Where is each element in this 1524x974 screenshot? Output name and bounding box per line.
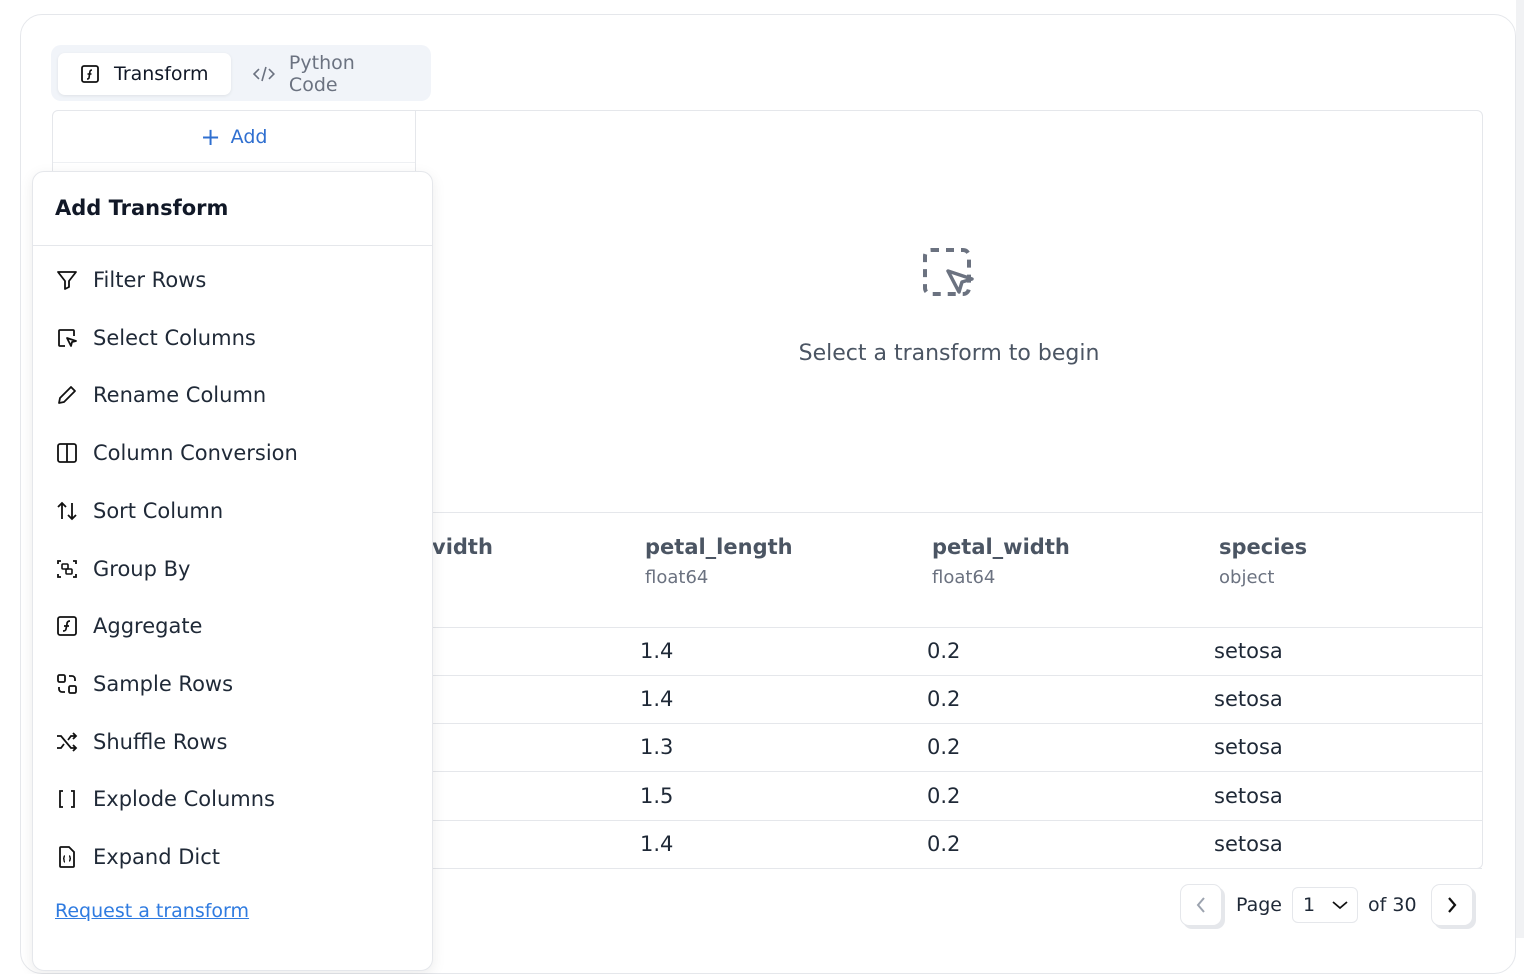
table-cell: 1.4 (640, 639, 674, 663)
menu-item-expand-dict[interactable]: Expand Dict (55, 845, 220, 869)
function-icon (81, 65, 99, 83)
page-label: Page (1236, 894, 1282, 916)
table-cell: setosa (1214, 639, 1283, 663)
table-cell: 0.2 (927, 687, 961, 712)
column-header[interactable]: species object (1219, 535, 1307, 588)
column-type: object (1219, 567, 1275, 588)
column-header[interactable]: petal_width float64 (932, 535, 1070, 588)
add-transform-dropdown: Add Transform Filter Rows Select Columns R… (32, 171, 433, 971)
table-cell: setosa (1214, 783, 1283, 808)
table-cell: 1.3 (640, 735, 674, 760)
menu-item-label: Expand Dict (93, 845, 220, 869)
table-cell: setosa (1214, 831, 1283, 856)
menu-item-shuffle-rows[interactable]: Shuffle Rows (55, 730, 227, 754)
transform-frame: + Add Select a transform to begin vidth … (52, 110, 1483, 869)
tab-bar: Transform Python Code (51, 45, 431, 101)
table-cell: 0.2 (927, 735, 961, 760)
chevron-left-icon (1196, 897, 1205, 913)
menu-item-rename-column[interactable]: Rename Column (55, 383, 266, 407)
column-name: species (1219, 535, 1308, 559)
column-header[interactable]: petal_length float64 (645, 535, 793, 588)
table-cell: 0.2 (927, 639, 961, 663)
empty-state-text: Select a transform to begin (798, 341, 1100, 366)
table-row[interactable]: 1.5 0.2 setosa (416, 773, 1482, 821)
scrollbar[interactable] (1516, 0, 1524, 938)
empty-state: Select a transform to begin (416, 111, 1482, 513)
shuffle-icon (57, 731, 78, 752)
add-label: Add (230, 125, 268, 148)
pencil-icon (58, 386, 76, 405)
sample-icon (57, 673, 77, 694)
table-cell: 1.4 (640, 831, 674, 856)
menu-item-label: Column Conversion (93, 441, 298, 466)
sort-icon (57, 501, 77, 521)
file-braces-icon (59, 846, 75, 868)
brackets-icon (59, 790, 75, 809)
table-cell: 0.2 (927, 831, 961, 856)
menu-item-label: Filter Rows (93, 268, 207, 292)
column-name: petal_width (932, 535, 1070, 559)
column-name: vidth (432, 535, 493, 559)
tab-python-code[interactable]: Python Code (231, 52, 431, 96)
chevron-down-icon (1332, 901, 1348, 910)
columns-icon (57, 443, 77, 463)
pagination: Page 1 of 30 (1180, 884, 1473, 926)
menu-item-label: Shuffle Rows (93, 729, 228, 754)
menu-item-group-by[interactable]: Group By (55, 557, 190, 581)
table-cell: setosa (1214, 687, 1283, 712)
menu-item-aggregate[interactable]: Aggregate (55, 614, 202, 638)
menu-item-label: Group By (93, 556, 191, 581)
table-cell: 1.4 (640, 687, 674, 712)
menu-item-explode-columns[interactable]: Explode Columns (55, 787, 275, 811)
table-row[interactable]: 1.4 0.2 setosa (416, 821, 1482, 869)
menu-item-label: Select Columns (93, 325, 256, 350)
page-select[interactable]: 1 (1292, 887, 1358, 923)
plus-icon: + (200, 122, 221, 151)
menu-item-filter-rows[interactable]: Filter Rows (55, 268, 206, 292)
tab-label: Transform (114, 63, 209, 85)
menu-item-sort-column[interactable]: Sort Column (55, 499, 223, 523)
tab-transform[interactable]: Transform (58, 53, 231, 95)
code-icon (253, 66, 275, 82)
tab-label: Python Code (288, 52, 355, 96)
chevron-right-icon (1447, 897, 1456, 913)
page-count: of 30 (1368, 894, 1417, 916)
table-cell: setosa (1214, 735, 1283, 760)
menu-item-label: Sort Column (93, 498, 224, 523)
request-transform-link[interactable]: Request a transform (55, 900, 250, 922)
table-row[interactable]: 1.4 0.2 setosa (416, 676, 1482, 725)
menu-item-label: Explode Columns (93, 787, 275, 812)
table-row[interactable]: 1.3 0.2 setosa (416, 724, 1482, 773)
menu-item-sample-rows[interactable]: Sample Rows (55, 672, 233, 696)
group-icon (57, 559, 77, 578)
dashed-select-cursor-icon (923, 248, 974, 296)
menu-item-label: Rename Column (93, 383, 267, 408)
dropdown-title: Add Transform (33, 172, 432, 246)
page-value: 1 (1303, 894, 1316, 916)
table-cell: 0.2 (927, 783, 961, 808)
function-icon (57, 616, 77, 637)
column-type: float64 (645, 567, 709, 588)
menu-item-select-columns[interactable]: Select Columns (55, 326, 256, 350)
next-page-button[interactable] (1430, 884, 1473, 926)
prev-page-button[interactable] (1180, 884, 1222, 926)
filter-icon (57, 271, 77, 290)
table-cell: 1.5 (640, 783, 674, 808)
menu-item-label: Sample Rows (93, 671, 234, 696)
add-transform-button[interactable]: + Add (53, 111, 415, 163)
menu-item-label: Aggregate (93, 614, 203, 639)
table-row[interactable]: 1.4 0.2 setosa (416, 628, 1482, 676)
column-type: float64 (932, 567, 996, 588)
select-columns-icon (58, 328, 77, 347)
column-name: petal_length (645, 535, 793, 559)
menu-item-column-conversion[interactable]: Column Conversion (55, 441, 298, 465)
column-header[interactable]: vidth (432, 535, 493, 567)
